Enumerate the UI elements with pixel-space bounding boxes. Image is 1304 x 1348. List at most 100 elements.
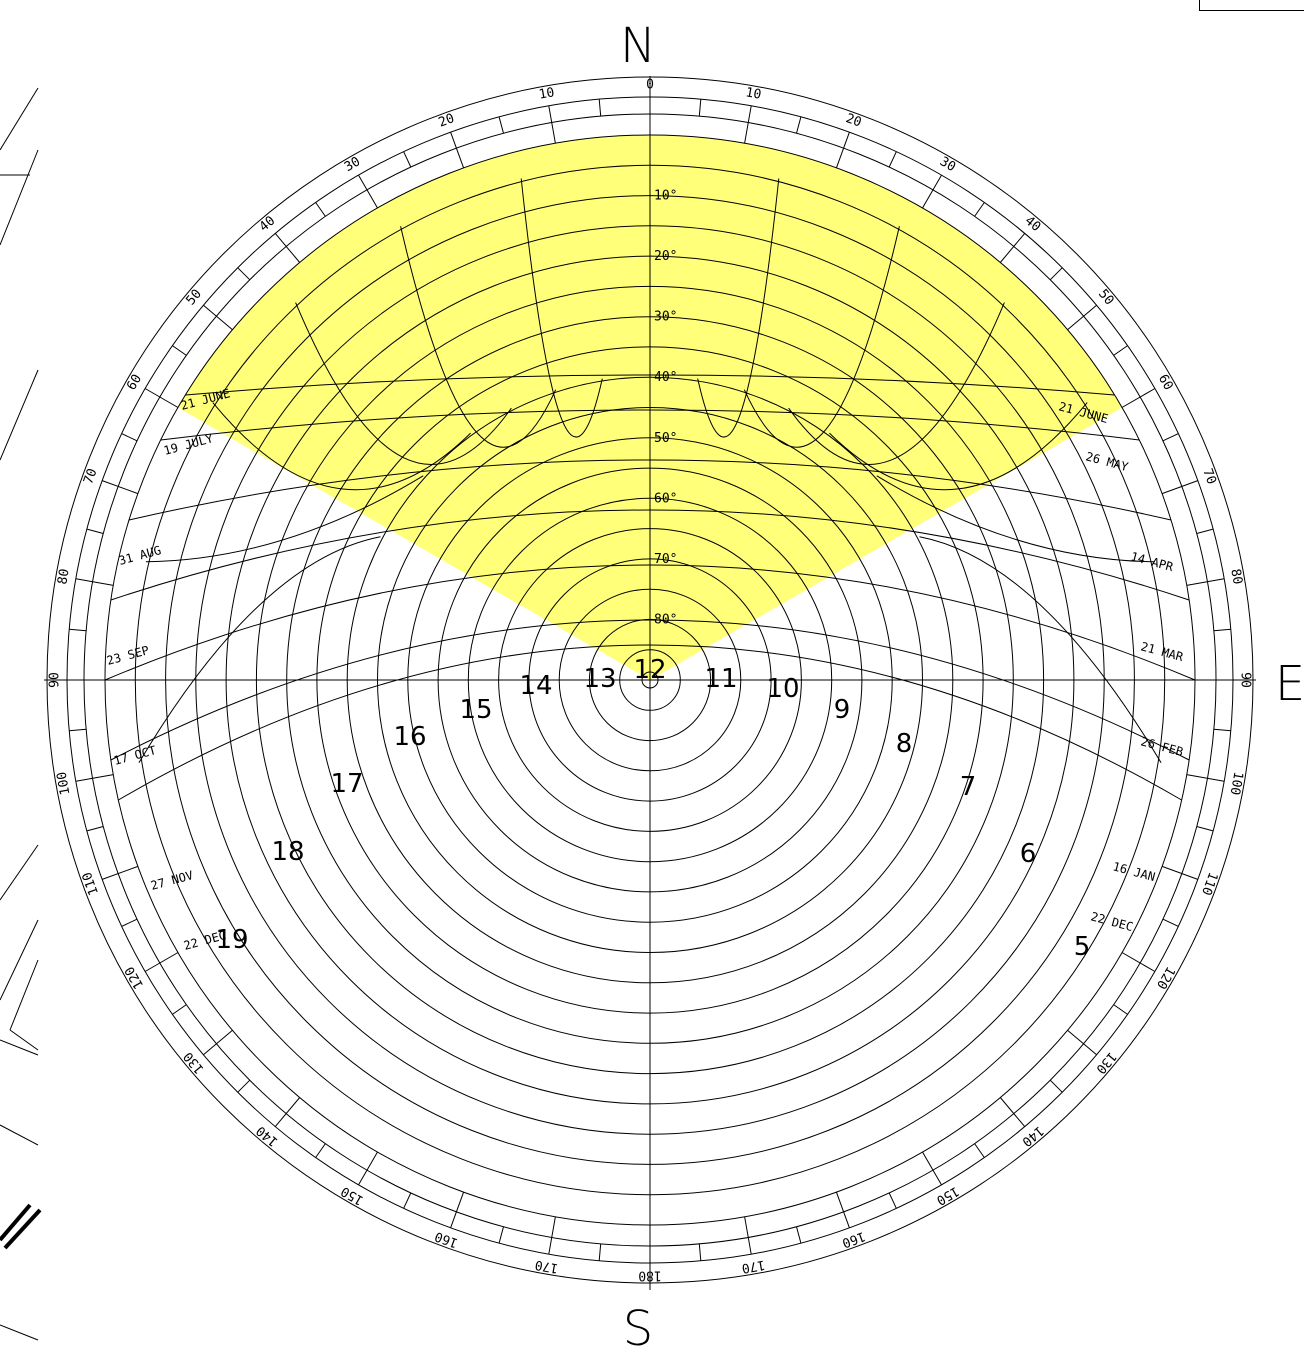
altitude-label: 50°	[654, 431, 677, 446]
altitude-label: 20°	[654, 249, 677, 264]
sun-paths	[104, 178, 1196, 801]
hour-label: 13	[583, 664, 616, 694]
altitude-label: 70°	[654, 552, 677, 567]
azimuth-label: 130	[1093, 1049, 1120, 1077]
azimuth-label: 80	[1227, 568, 1244, 586]
azimuth-tick	[203, 304, 233, 331]
azimuth-tick	[999, 233, 1026, 263]
azimuth-label: 100	[55, 770, 74, 796]
date-label-right: 26 FEB	[1139, 734, 1185, 759]
hour-line	[788, 302, 1005, 465]
hour-line	[829, 402, 1088, 491]
azimuth-tick	[102, 480, 139, 495]
azimuth-tick	[450, 132, 465, 169]
azimuth-label: 10	[538, 85, 556, 102]
altitude-label: 30°	[654, 310, 677, 325]
azimuth-tick	[1121, 952, 1156, 972]
azimuth-tick	[598, 1243, 602, 1261]
azimuth-label: 20	[437, 111, 457, 130]
altitude-label: 60°	[654, 491, 677, 506]
date-label-left: 17 OCT	[112, 743, 158, 768]
azimuth-label: 40	[1022, 213, 1044, 235]
azimuth-label: 140	[1019, 1123, 1047, 1150]
azimuth-tick	[1186, 774, 1225, 782]
azimuth-label: 140	[254, 1123, 282, 1150]
date-label-left: 31 AUG	[117, 543, 163, 568]
altitude-label: 10°	[654, 189, 677, 204]
azimuth-tick	[1067, 304, 1097, 331]
azimuth-label: 70	[1199, 467, 1218, 487]
azimuth-tick	[1049, 267, 1063, 281]
hour-label: 6	[1020, 839, 1037, 869]
hour-line	[400, 226, 557, 448]
hour-line	[212, 402, 471, 491]
hour-label: 16	[393, 722, 426, 752]
azimuth-tick	[274, 1097, 301, 1127]
azimuth-tick	[86, 528, 104, 534]
azimuth-tick	[75, 774, 114, 782]
azimuth-tick	[121, 918, 138, 927]
azimuth-label: 10	[744, 85, 762, 102]
azimuth-tick	[498, 1226, 504, 1244]
azimuth-label: 170	[534, 1257, 560, 1276]
azimuth-ticks	[67, 97, 1233, 1263]
date-path	[118, 644, 1182, 801]
azimuth-tick	[1196, 528, 1214, 534]
azimuth-tick	[1113, 345, 1128, 356]
azimuth-label: 180	[638, 1268, 661, 1283]
hour-line	[145, 475, 424, 563]
azimuth-tick	[69, 728, 87, 732]
hour-label: 12	[633, 655, 666, 685]
azimuth-label: 60	[1155, 372, 1176, 393]
hour-label: 19	[215, 925, 248, 955]
azimuth-tick	[358, 174, 378, 209]
azimuth-tick	[403, 151, 412, 168]
azimuth-tick	[835, 132, 850, 169]
date-path	[104, 564, 1196, 681]
hour-label: 11	[704, 664, 737, 694]
altitude-label: 80°	[654, 612, 677, 627]
azimuth-tick	[888, 1192, 897, 1209]
azimuth-label: 170	[740, 1257, 766, 1276]
azimuth-tick	[835, 1191, 850, 1228]
azimuth-tick	[999, 1097, 1026, 1127]
azimuth-tick	[1161, 480, 1198, 495]
azimuth-tick	[922, 1151, 942, 1186]
hour-line	[138, 536, 381, 764]
azimuth-tick	[75, 578, 114, 586]
azimuth-label: 110	[80, 870, 102, 897]
azimuth-tick	[172, 1004, 187, 1015]
hour-line	[876, 475, 1155, 563]
azimuth-tick	[974, 1143, 985, 1158]
date-label-right: 22 DEC	[1089, 909, 1135, 934]
date-path	[185, 374, 1115, 396]
azimuth-tick	[974, 202, 985, 217]
azimuth-tick	[922, 174, 942, 209]
hour-label: 17	[330, 769, 363, 799]
azimuth-label: 50	[1095, 287, 1117, 309]
azimuth-tick	[86, 826, 104, 832]
hour-line	[295, 302, 512, 465]
azimuth-tick	[1186, 578, 1225, 586]
azimuth-tick	[698, 99, 702, 117]
azimuth-tick	[796, 116, 802, 134]
azimuth-tick	[548, 1216, 556, 1255]
hour-line	[697, 178, 780, 438]
azimuth-tick	[172, 345, 187, 356]
background-drawing-fragments	[0, 87, 42, 1341]
azimuth-label: 90	[1238, 672, 1253, 688]
date-label-right: 16 JAN	[1111, 859, 1157, 884]
azimuth-label: 130	[181, 1049, 208, 1077]
azimuth-tick	[403, 1192, 412, 1209]
azimuth-tick	[144, 388, 179, 408]
date-label-right: 14 APR	[1129, 549, 1175, 574]
azimuth-tick	[102, 865, 139, 880]
hour-label: 15	[459, 695, 492, 725]
azimuth-tick	[274, 233, 301, 263]
azimuth-label: 100	[1227, 770, 1246, 796]
azimuth-label: 0	[646, 78, 654, 93]
hour-label: 7	[960, 772, 977, 802]
azimuth-tick	[1196, 826, 1214, 832]
azimuth-label: 20	[844, 111, 864, 130]
